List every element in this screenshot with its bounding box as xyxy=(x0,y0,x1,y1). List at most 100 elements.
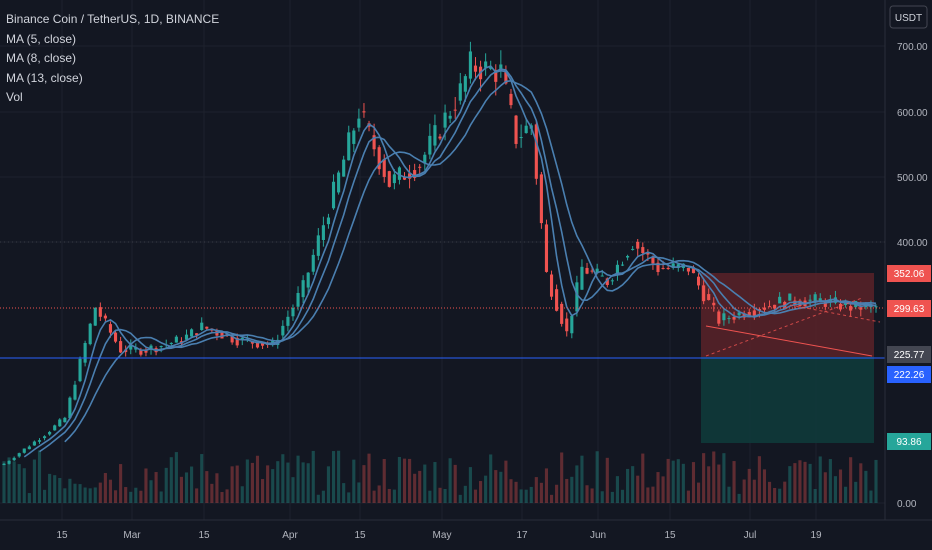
candle-body xyxy=(473,65,478,72)
volume-bar xyxy=(73,483,77,503)
candle-body xyxy=(443,112,447,128)
candle-body xyxy=(12,457,16,461)
volume-bars xyxy=(2,450,878,503)
entry-price-text: 225.77 xyxy=(894,350,925,361)
volume-bar xyxy=(68,478,72,503)
volume-bar xyxy=(2,461,6,503)
candle-body xyxy=(646,252,650,255)
ma-8-line xyxy=(39,68,877,453)
volume-bar xyxy=(205,471,209,503)
volume-bar xyxy=(844,486,848,503)
volume-bar xyxy=(382,459,386,503)
volume-bar xyxy=(519,489,523,503)
candle-body xyxy=(139,349,143,355)
volume-bar xyxy=(529,486,533,503)
target-price-tag xyxy=(887,433,931,450)
y-tick-label: 500.00 xyxy=(897,173,928,184)
candle-body xyxy=(42,436,47,439)
volume-bar xyxy=(337,450,341,503)
volume-bar xyxy=(793,463,797,503)
volume-bar xyxy=(342,483,346,503)
candle-body xyxy=(240,337,244,340)
volume-bar xyxy=(646,487,650,503)
candle-body xyxy=(453,109,457,111)
volume-bar xyxy=(392,489,396,503)
volume-bar xyxy=(453,464,457,503)
volume-bar xyxy=(37,450,42,503)
x-tick-label: 17 xyxy=(516,530,528,541)
candle-body xyxy=(524,125,528,134)
candle-body xyxy=(671,263,675,268)
volume-bar xyxy=(235,465,239,503)
volume-bar xyxy=(159,491,163,503)
candle-body xyxy=(727,318,731,320)
candle-body xyxy=(448,115,452,119)
volume-bar xyxy=(58,477,62,503)
candle-body xyxy=(560,303,564,324)
volume-bar xyxy=(808,463,812,503)
candle-body xyxy=(402,176,407,180)
candle-body xyxy=(408,173,412,179)
candle-body xyxy=(595,268,599,274)
candle-body xyxy=(691,267,696,274)
volume-bar xyxy=(210,483,214,503)
chart-legend: Binance Coin / TetherUS, 1D, BINANCE MA … xyxy=(6,10,219,108)
volume-bar xyxy=(707,466,711,503)
candle-body xyxy=(565,318,569,332)
candle-body xyxy=(615,264,620,274)
volume-bar xyxy=(681,463,685,503)
volume-bar xyxy=(560,452,564,503)
volume-bar xyxy=(762,469,767,503)
volume-bar xyxy=(250,462,254,503)
volume-bar xyxy=(671,460,675,503)
symbol-title[interactable]: Binance Coin / TetherUS, 1D, BINANCE xyxy=(6,12,220,26)
candle-body xyxy=(722,313,726,321)
volume-bar xyxy=(108,479,113,503)
candle-body xyxy=(428,135,432,155)
legend-ma13[interactable]: MA (13, close) xyxy=(6,70,83,85)
candle-body xyxy=(570,315,574,334)
candle-body xyxy=(626,256,630,258)
volume-bar xyxy=(767,481,772,503)
volume-bar xyxy=(367,453,371,503)
volume-bar xyxy=(377,485,381,503)
candle-body xyxy=(382,159,386,177)
volume-bar xyxy=(641,453,645,503)
candle-body xyxy=(83,342,87,363)
legend-vol[interactable]: Vol xyxy=(6,90,23,104)
volume-bar xyxy=(225,489,229,503)
volume-bar xyxy=(458,494,462,503)
stop-price-text: 352.06 xyxy=(894,269,925,280)
line-price-tag xyxy=(887,366,931,383)
candle-body xyxy=(707,294,711,300)
legend-ma5[interactable]: MA (5, close) xyxy=(6,31,77,46)
time-axis[interactable]: 15 Mar 15 Apr 15 May 17 Jun 15 Jul 19 xyxy=(0,519,932,541)
target-price-text: 93.86 xyxy=(896,437,921,448)
volume-bar xyxy=(78,484,82,503)
volume-bar xyxy=(286,462,290,503)
volume-bar xyxy=(164,467,168,503)
candle-body xyxy=(37,440,42,442)
volume-bar xyxy=(473,489,478,503)
candle-body xyxy=(433,125,437,146)
entry-price-tag xyxy=(887,346,931,363)
volume-bar xyxy=(326,466,331,503)
candle-body xyxy=(377,147,381,170)
volume-bar xyxy=(200,454,204,503)
legend-ma8[interactable]: MA (8, close) xyxy=(6,51,77,65)
candle-body xyxy=(93,307,97,326)
volume-bar xyxy=(544,468,549,503)
volume-bar xyxy=(98,482,102,503)
price-axis[interactable]: USDT 700.00 600.00 500.00 400.00 0.00 35… xyxy=(884,0,931,520)
volume-bar xyxy=(504,460,508,503)
volume-bar xyxy=(240,486,244,503)
volume-bar xyxy=(53,475,57,503)
volume-bar xyxy=(747,468,751,503)
volume-bar xyxy=(347,492,351,503)
volume-bar xyxy=(266,465,270,503)
volume-bar xyxy=(169,457,173,503)
candle-body xyxy=(717,311,721,324)
x-tick-label: May xyxy=(433,530,452,541)
volume-bar xyxy=(803,461,807,503)
